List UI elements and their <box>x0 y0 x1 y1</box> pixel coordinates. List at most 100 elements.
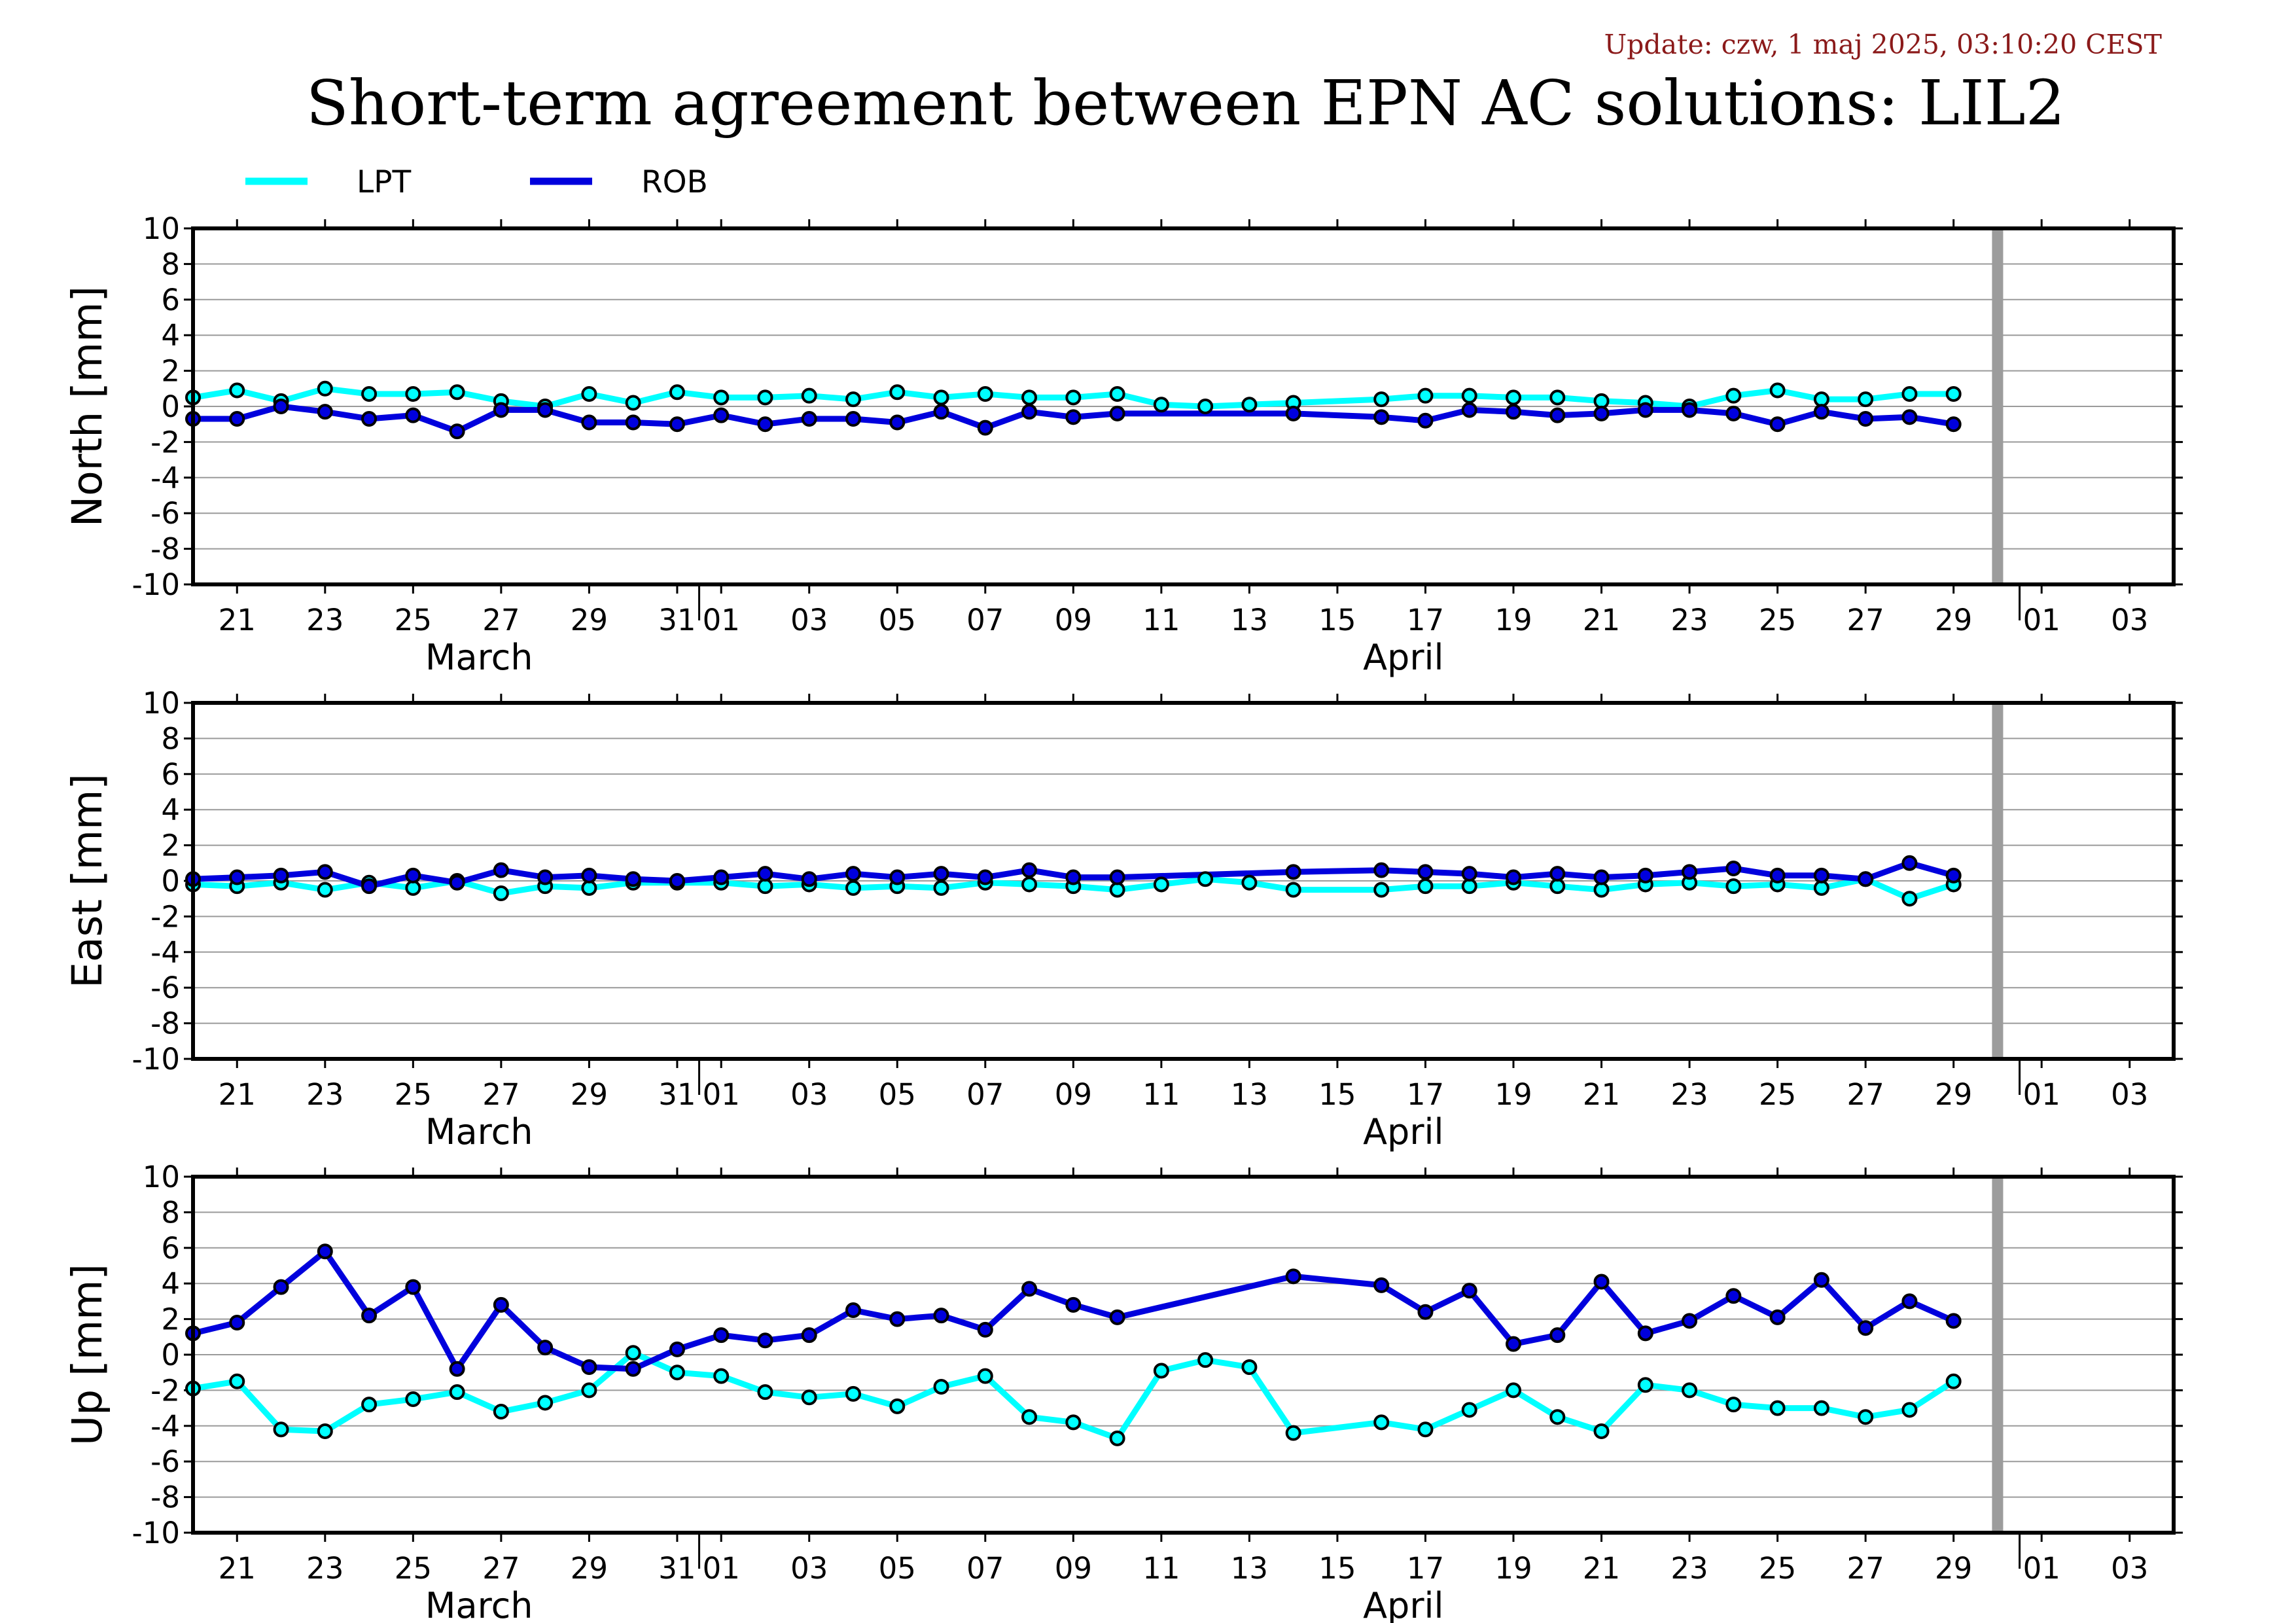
data-point-lpt <box>801 1389 817 1406</box>
x-tick-label: 25 <box>395 1077 432 1112</box>
data-point-lpt <box>625 1345 641 1361</box>
data-point-rob <box>493 1296 509 1313</box>
y-tick-label: 8 <box>161 1195 180 1230</box>
data-point-rob <box>1637 867 1653 883</box>
data-point-lpt <box>1945 385 1962 402</box>
data-point-rob <box>581 1359 597 1376</box>
x-tick-label: 17 <box>1407 603 1444 637</box>
y-tick-label: -8 <box>150 1007 180 1041</box>
data-point-rob <box>537 402 554 418</box>
data-point-lpt <box>1109 385 1125 402</box>
data-point-rob <box>317 864 333 880</box>
data-point-rob <box>669 416 685 433</box>
data-point-lpt <box>1461 878 1477 895</box>
data-point-rob <box>273 1279 289 1295</box>
data-point-lpt <box>361 1397 378 1413</box>
month-label: April <box>1363 1111 1443 1152</box>
y-tick-label: -2 <box>150 1373 180 1408</box>
x-tick-label: 23 <box>1670 1077 1708 1112</box>
data-point-lpt <box>317 1423 333 1439</box>
data-point-lpt <box>1813 391 1829 408</box>
data-point-lpt <box>1461 387 1477 404</box>
data-point-rob <box>845 1302 861 1318</box>
plot-frame <box>191 701 2176 1061</box>
data-point-lpt <box>1109 882 1125 898</box>
data-point-lpt <box>977 385 993 402</box>
data-point-rob <box>1637 402 1653 418</box>
data-point-lpt <box>405 1391 421 1407</box>
data-point-rob <box>713 1327 730 1344</box>
data-point-rob <box>757 866 773 882</box>
data-point-rob <box>757 416 773 433</box>
x-tick-label: 23 <box>306 1077 344 1112</box>
data-point-rob <box>1682 864 1698 880</box>
y-tick-label: -6 <box>150 971 180 1005</box>
legend-label-rob: ROB <box>641 164 708 200</box>
y-tick-label: 8 <box>161 247 180 281</box>
data-point-rob <box>889 1311 906 1327</box>
data-point-lpt <box>1417 878 1434 895</box>
y-tick-label: 6 <box>161 757 180 792</box>
x-tick-label: 29 <box>571 603 608 637</box>
data-point-rob <box>1021 404 1038 420</box>
data-point-lpt <box>1725 387 1742 404</box>
x-tick-label: 19 <box>1494 603 1532 637</box>
x-tick-label: 11 <box>1142 1077 1180 1112</box>
data-point-lpt <box>977 1368 993 1384</box>
y-tick-label: -6 <box>150 496 180 531</box>
data-point-lpt <box>1769 382 1786 399</box>
data-point-rob <box>1109 869 1125 885</box>
x-tick-label: 09 <box>1055 603 1092 637</box>
data-point-lpt <box>1021 1409 1038 1425</box>
y-tick-label: 4 <box>161 1266 180 1301</box>
data-point-rob <box>1461 866 1477 882</box>
x-tick-label: 07 <box>966 1077 1004 1112</box>
data-point-rob <box>625 1361 641 1377</box>
data-point-rob <box>1858 871 1874 887</box>
data-point-rob <box>1373 409 1390 425</box>
data-point-lpt <box>361 385 378 402</box>
data-point-rob <box>1285 405 1301 421</box>
data-point-rob <box>1506 1336 1521 1352</box>
x-tick-label: 11 <box>1142 603 1180 637</box>
data-point-lpt <box>1769 1400 1786 1416</box>
y-tick-label: 0 <box>161 389 180 424</box>
x-tick-label: 29 <box>1935 1551 1972 1586</box>
data-point-rob <box>1417 864 1434 880</box>
data-point-rob <box>845 411 861 427</box>
data-point-rob <box>1858 1320 1874 1336</box>
x-tick-label: 05 <box>879 1077 916 1112</box>
data-point-rob <box>317 404 333 420</box>
data-point-lpt <box>1373 1414 1390 1431</box>
data-point-lpt <box>405 880 421 896</box>
x-tick-label: 23 <box>306 1551 344 1586</box>
x-tick-label: 27 <box>482 603 520 637</box>
data-point-lpt <box>1285 1425 1301 1441</box>
data-point-rob <box>1813 1272 1829 1288</box>
data-point-rob <box>229 869 245 885</box>
x-tick-label: 03 <box>2111 1551 2148 1586</box>
y-tick-label: 10 <box>143 211 180 246</box>
data-point-lpt <box>1065 389 1082 406</box>
y-tick-label: 2 <box>161 829 180 863</box>
data-point-lpt <box>581 1382 597 1399</box>
data-point-rob <box>229 1315 245 1331</box>
data-point-rob <box>493 402 509 418</box>
data-point-rob <box>1901 855 1918 871</box>
x-tick-label: 21 <box>219 1551 256 1586</box>
data-point-lpt <box>1506 389 1521 406</box>
x-tick-label: 03 <box>790 603 828 637</box>
data-point-lpt <box>1417 387 1434 404</box>
x-tick-label: 17 <box>1407 1551 1444 1586</box>
series-line-lpt <box>192 1349 1956 1442</box>
data-point-lpt <box>449 384 465 401</box>
data-point-rob <box>1682 402 1698 418</box>
data-point-rob <box>1901 409 1918 425</box>
data-point-lpt <box>273 1421 289 1438</box>
data-point-rob <box>1285 864 1301 880</box>
data-point-lpt <box>1241 1359 1258 1376</box>
data-point-rob <box>273 399 289 414</box>
data-point-rob <box>405 1279 421 1295</box>
